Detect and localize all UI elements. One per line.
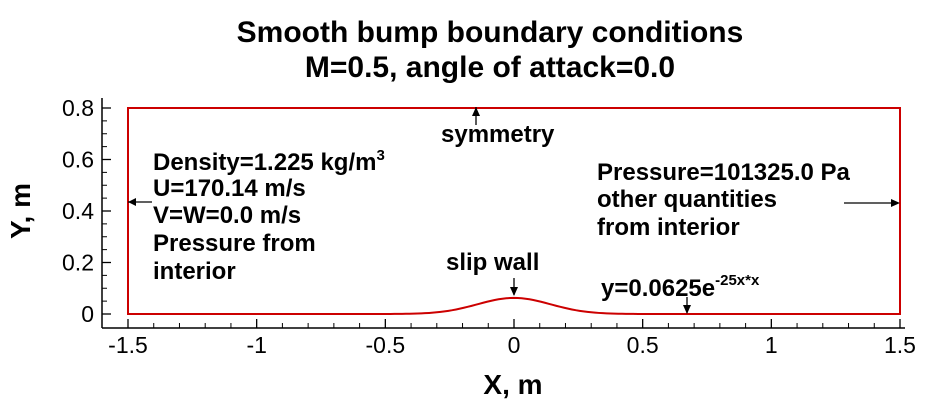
symmetry-arrowhead	[472, 107, 480, 116]
x-tick-label: 0	[508, 332, 521, 358]
y-tick-label: 0.2	[62, 250, 94, 276]
inflow-density-text: Density=1.225 kg/m	[153, 149, 376, 176]
x-tick-label: 1.5	[884, 332, 916, 358]
inflow-density-exponent: 3	[376, 147, 384, 164]
outflow-arrowhead	[891, 199, 900, 207]
domain-boundary	[127, 107, 901, 315]
y-tick-label: 0.4	[62, 198, 94, 224]
x-tick-label: -1	[246, 332, 266, 358]
y-ticks: 0 0.2 0.4 0.6 0.8	[62, 95, 111, 327]
bump-equation: y=0.0625e-25x*x	[601, 272, 760, 302]
inflow-arrowhead	[128, 198, 136, 206]
x-ticks: -1.5 -1 -0.5 0 0.5 1 1.5	[108, 319, 916, 358]
inflow-interior: interior	[153, 258, 236, 285]
title-line-2: M=0.5, angle of attack=0.0	[305, 51, 675, 84]
title-line-1: Smooth bump boundary conditions	[237, 16, 744, 49]
y-tick-label: 0.8	[62, 95, 94, 121]
outflow-other: other quantities	[597, 186, 777, 213]
outflow-pressure: Pressure=101325.0 Pa	[597, 159, 851, 186]
slip-wall-arrowhead	[510, 287, 518, 296]
inflow-pressure: Pressure from	[153, 230, 316, 257]
bump-equation-exponent: -25x*x	[715, 272, 760, 289]
x-tick-label: 0.5	[627, 332, 659, 358]
x-tick-label: -0.5	[366, 332, 406, 358]
x-axis-label: X, m	[483, 369, 542, 400]
symmetry-label: symmetry	[441, 121, 555, 148]
inflow-vw: V=W=0.0 m/s	[153, 202, 301, 229]
inflow-u: U=170.14 m/s	[153, 175, 306, 202]
x-tick-label: -1.5	[108, 332, 148, 358]
arrowheads	[128, 107, 900, 314]
outflow-interior: from interior	[597, 214, 740, 241]
bump-equation-base: y=0.0625e	[601, 275, 715, 302]
slip-wall-label: slip wall	[446, 249, 539, 276]
y-axis-label: Y, m	[5, 183, 36, 239]
y-tick-label: 0	[81, 301, 94, 327]
y-tick-label: 0.6	[62, 147, 94, 173]
equation-arrowhead	[683, 305, 691, 314]
x-tick-label: 1	[765, 332, 778, 358]
domain-outline	[127, 107, 901, 315]
inflow-density: Density=1.225 kg/m3	[153, 147, 385, 176]
